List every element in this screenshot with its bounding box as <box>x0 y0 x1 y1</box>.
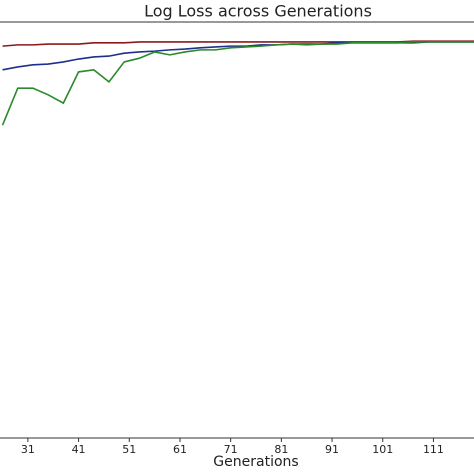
x-tick-label: 81 <box>274 443 288 456</box>
x-tick-label: 51 <box>122 443 136 456</box>
x-tick-label: 31 <box>21 443 35 456</box>
series-line <box>2 40 474 47</box>
x-tick-label: 71 <box>224 443 238 456</box>
chart-title: Log Loss across Generations <box>144 2 372 21</box>
x-tick-label: 101 <box>372 443 393 456</box>
x-tick-label: 91 <box>325 443 339 456</box>
x-tick-label: 61 <box>173 443 187 456</box>
series-line <box>2 41 474 71</box>
x-tick-label: 41 <box>72 443 86 456</box>
x-axis-label: Generations <box>213 454 298 470</box>
x-tick-label: 111 <box>423 443 444 456</box>
series-line <box>1 41 474 126</box>
